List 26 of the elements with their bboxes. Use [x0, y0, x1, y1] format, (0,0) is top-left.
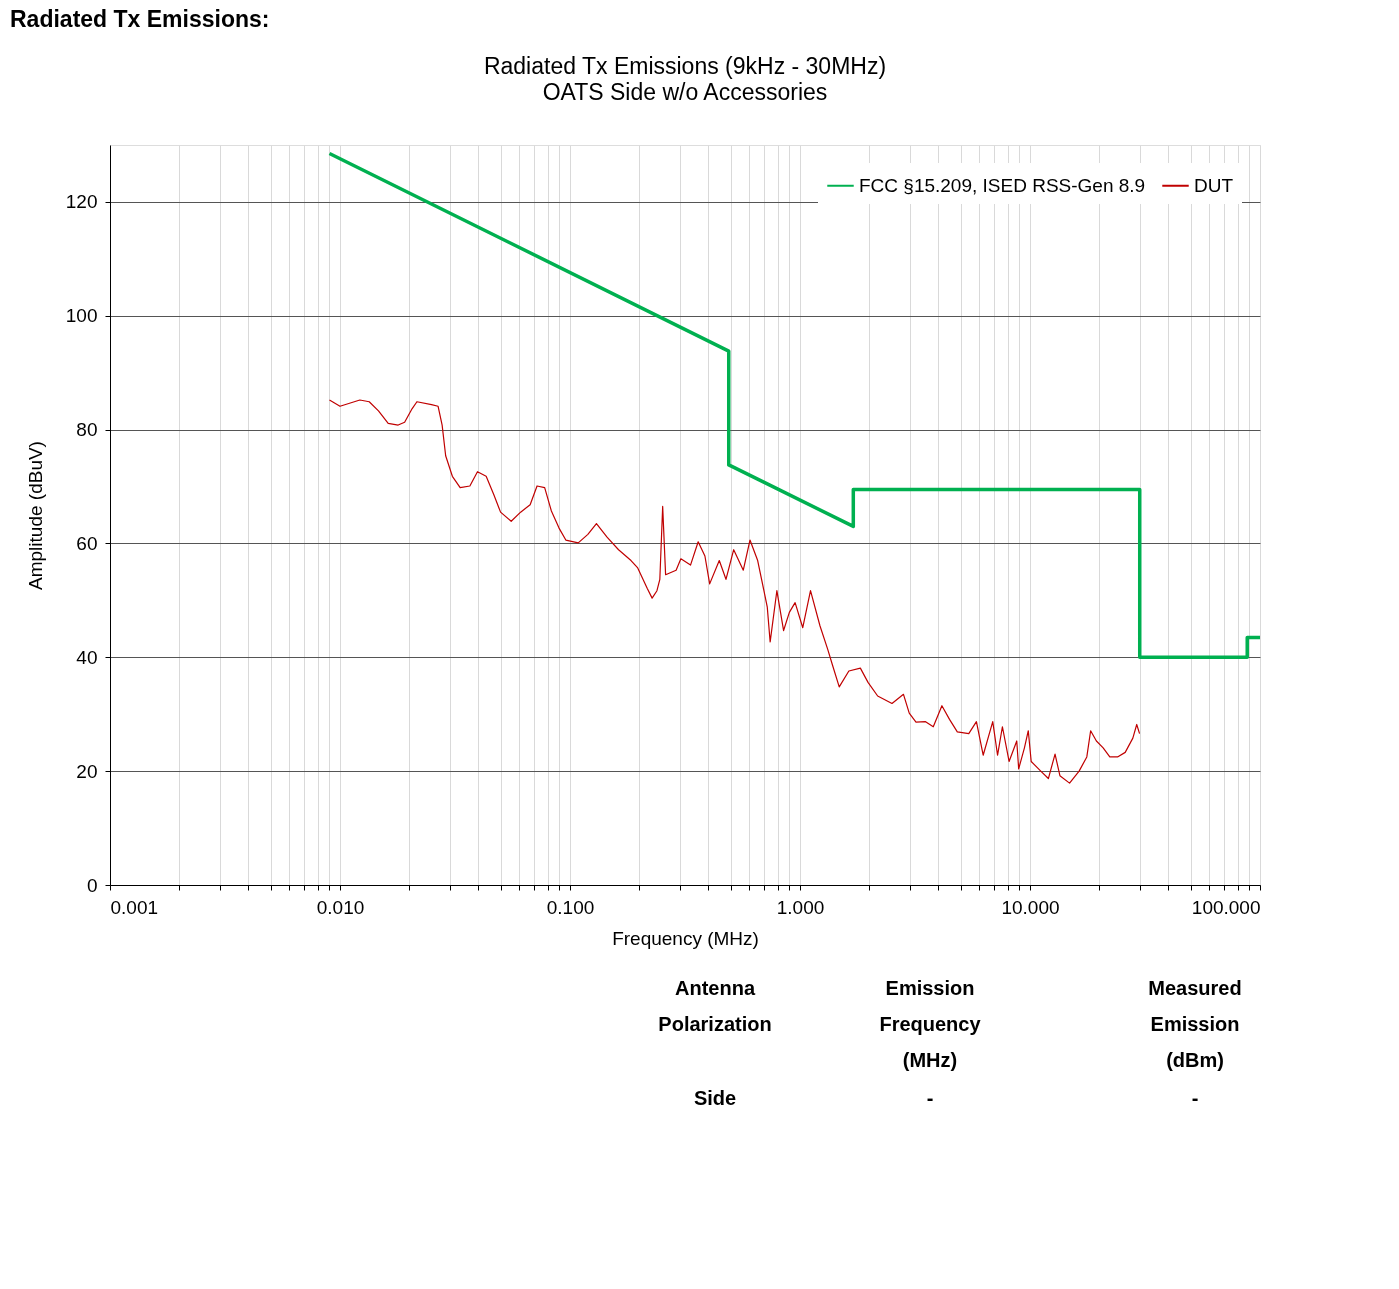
x-tick-label: 0.001 — [110, 896, 159, 918]
x-tick-label: 0.100 — [546, 896, 595, 918]
chart-subtitle: OATS Side w/o Accessories — [542, 79, 828, 105]
text: - — [1191, 1087, 1199, 1109]
text: - — [926, 1087, 934, 1109]
y-tick-label: 120 — [65, 191, 98, 213]
legend-label: DUT — [1194, 174, 1234, 196]
y-tick-label: 60 — [76, 532, 98, 554]
y-axis-title: Amplitude (dBuV) — [24, 441, 46, 590]
y-tick-label: 80 — [76, 419, 98, 441]
chart-title: Radiated Tx Emissions (9kHz - 30MHz) — [483, 53, 887, 79]
x-tick-label: 0.010 — [316, 896, 365, 918]
x-tick-label: 1.000 — [776, 896, 825, 918]
y-tick-label: 40 — [76, 646, 98, 668]
text: Emission Frequency (MHz) — [879, 977, 982, 1071]
y-tick-label: 100 — [65, 305, 98, 327]
legend-label: FCC §15.209, ISED RSS-Gen 8.9 — [859, 174, 1146, 196]
y-tick-label: 20 — [76, 760, 98, 782]
x-axis-title: Frequency (MHz) — [612, 927, 759, 949]
text: Measured Emission (dBm) — [1148, 977, 1242, 1071]
y-tick-label: 0 — [86, 874, 98, 896]
x-tick-label: 100.000 — [1191, 896, 1261, 918]
x-tick-label: 10.000 — [1001, 896, 1060, 918]
text: Side — [693, 1087, 737, 1109]
text: Antenna Polarization — [658, 977, 772, 1035]
text: Radiated Tx Emissions: — [10, 6, 270, 32]
